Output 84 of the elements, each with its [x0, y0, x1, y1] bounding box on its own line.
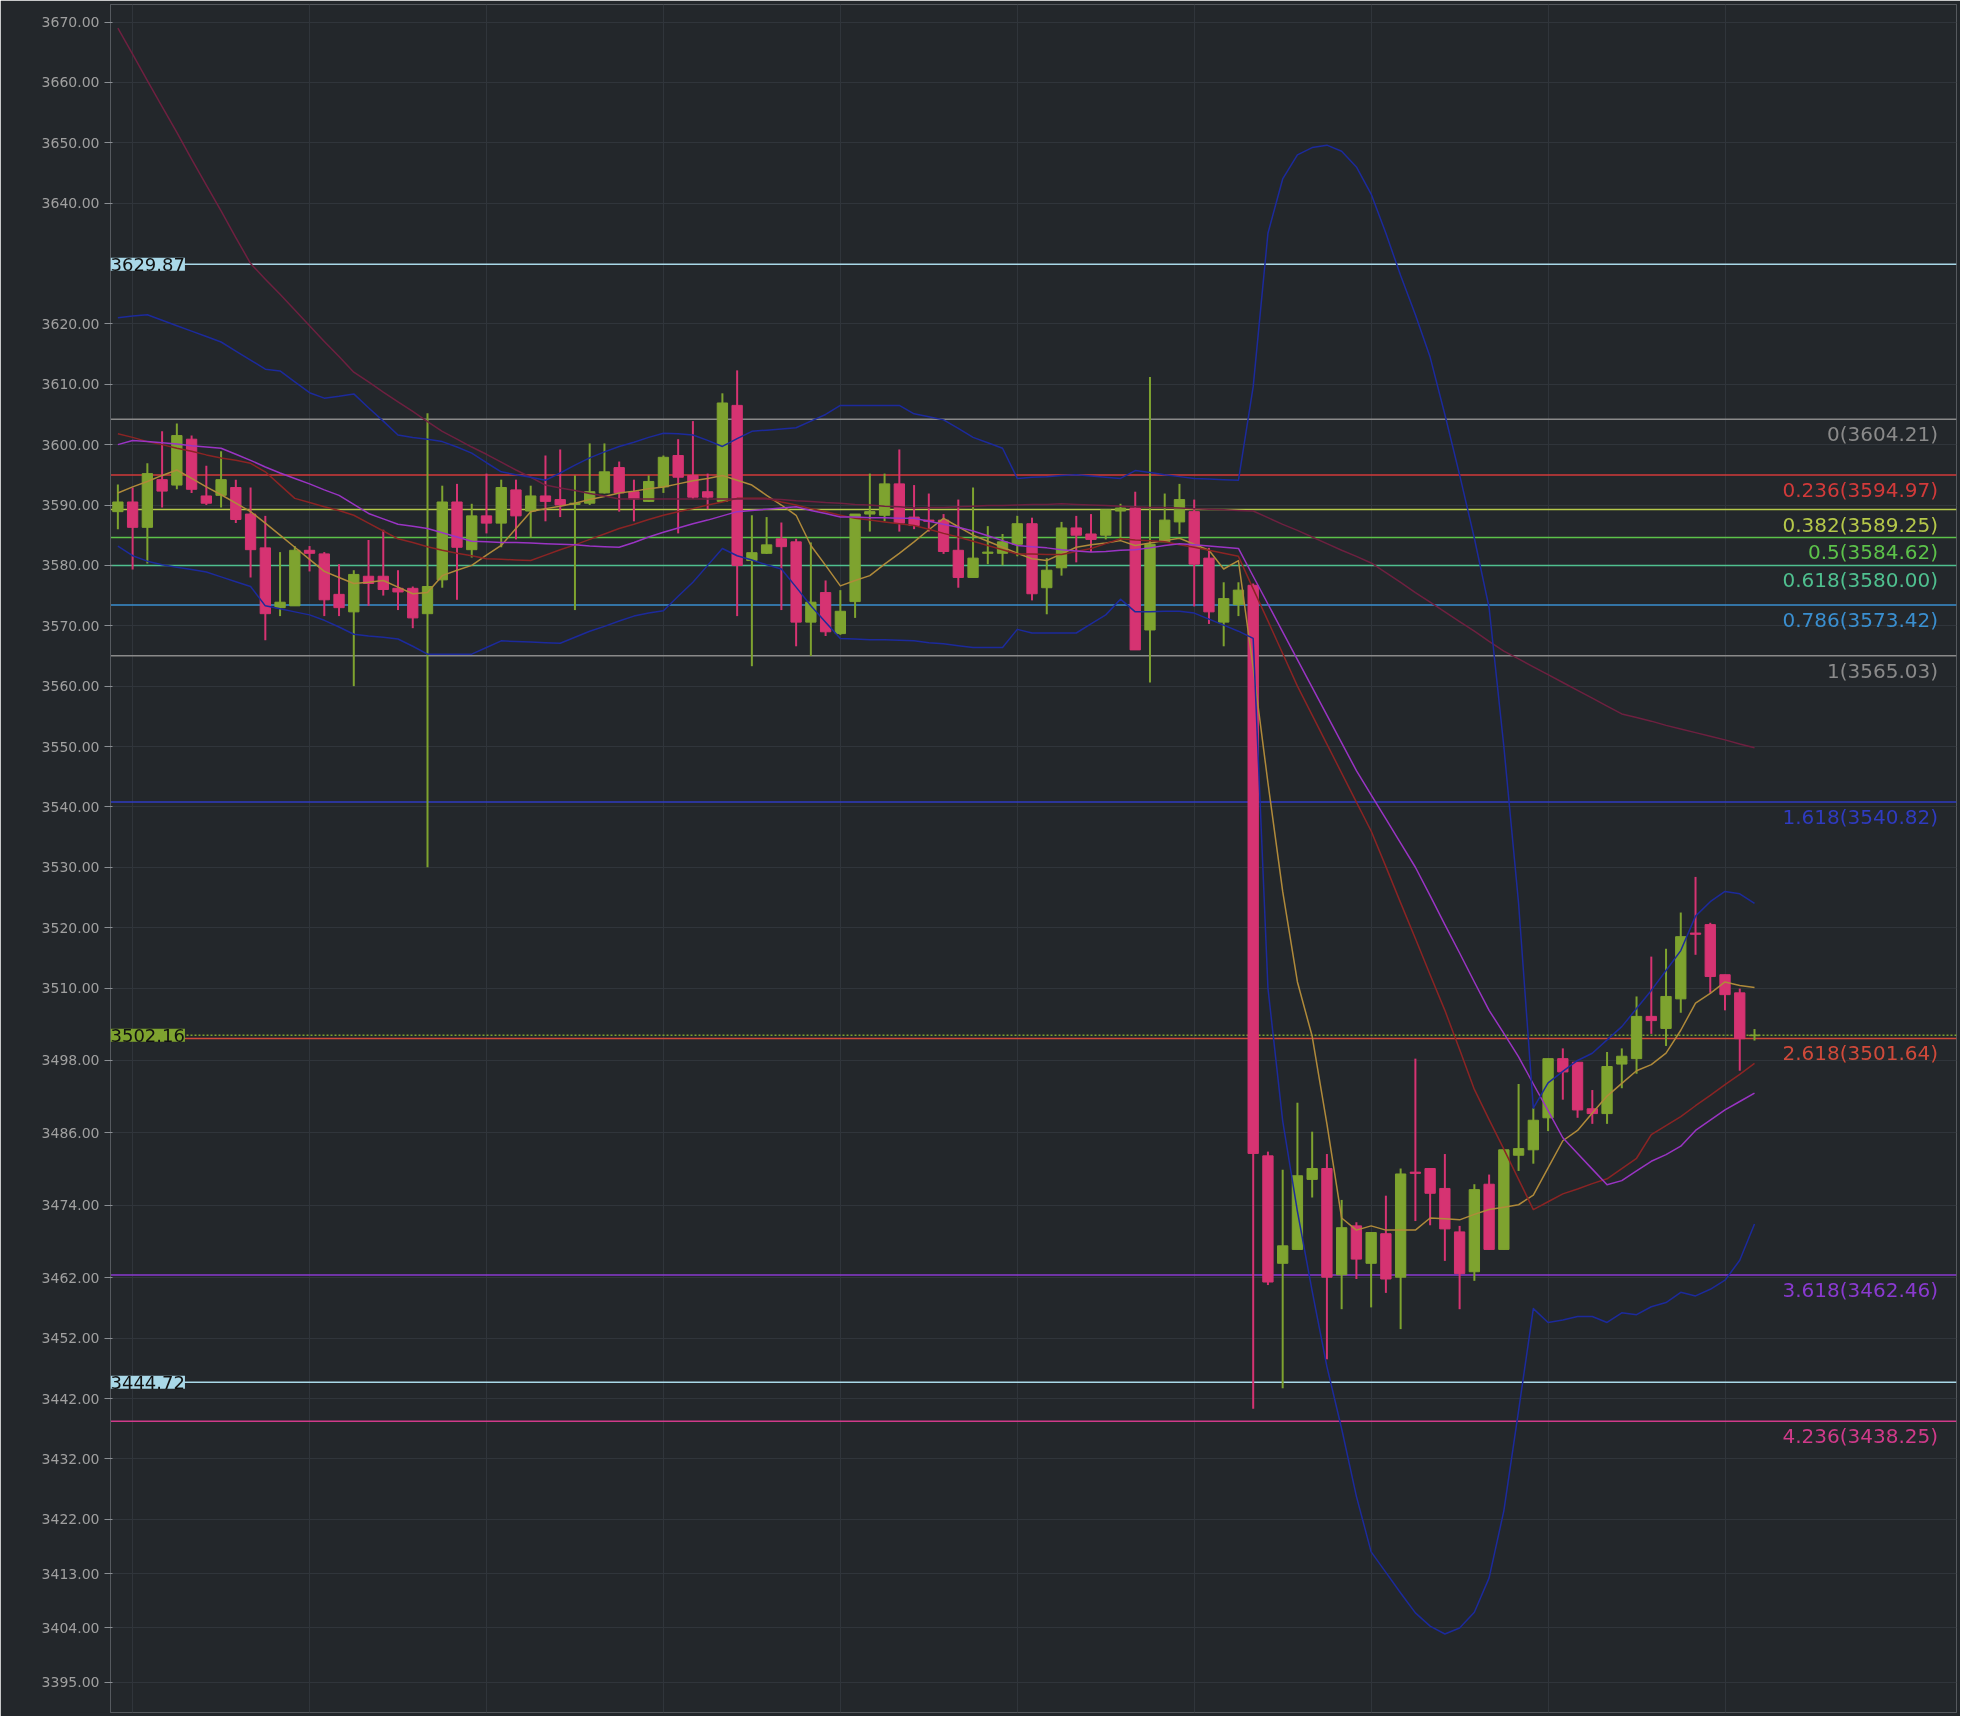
candlestick — [274, 551, 286, 618]
y-tick-label: 3452.00 — [41, 1330, 100, 1347]
candlestick — [805, 541, 817, 657]
y-tick-label: 3422.00 — [41, 1511, 100, 1528]
candlestick — [156, 430, 168, 509]
candlestick — [1719, 973, 1731, 1012]
candlestick — [1041, 557, 1053, 616]
candlestick — [1616, 1047, 1628, 1090]
candlestick — [1218, 581, 1230, 648]
candlestick — [1173, 482, 1186, 535]
candlestick — [525, 484, 537, 539]
candlestick — [1306, 1130, 1318, 1199]
y-tick-label: 3540.00 — [41, 798, 100, 815]
y-tick-label: 3550.00 — [41, 738, 100, 755]
y-tick-label: 3660.00 — [41, 74, 100, 91]
candlestick — [1232, 581, 1245, 618]
candlestick — [982, 525, 994, 566]
y-tick-label: 3462.00 — [41, 1269, 100, 1286]
y-tick-label: 3404.00 — [41, 1619, 100, 1636]
candlestick — [967, 486, 979, 579]
candlestick — [1011, 514, 1023, 558]
ref-line-label: 0.382(3589.25) — [1782, 512, 1939, 537]
candlestick — [1512, 1083, 1525, 1172]
y-tick-label: 3650.00 — [41, 134, 100, 151]
y-tick-label: 3442.00 — [41, 1390, 100, 1407]
y-tick-label: 3530.00 — [41, 859, 100, 876]
candlestick — [554, 448, 566, 519]
candlestick — [539, 454, 552, 523]
ref-line-label: 0.5(3584.62) — [1807, 540, 1939, 565]
candlestick — [1085, 513, 1097, 554]
candlestick — [200, 464, 212, 507]
candlestick — [598, 442, 611, 495]
y-tick-label: 3600.00 — [41, 436, 100, 453]
candlestick — [303, 545, 316, 573]
y-tick-label: 3570.00 — [41, 617, 100, 634]
y-tick-label: 3474.00 — [41, 1197, 100, 1214]
ref-line-label: 1.618(3540.82) — [1782, 804, 1939, 829]
candlestick — [377, 528, 389, 597]
candlestick — [215, 450, 227, 509]
ref-line-label: 1(3565.03) — [1827, 658, 1939, 683]
candlestick — [421, 412, 434, 869]
y-tick-label: 3510.00 — [41, 980, 100, 996]
annotation: 3629.87 — [110, 253, 185, 275]
y-tick-label: 3590.00 — [41, 497, 100, 514]
candlestick — [1557, 1047, 1569, 1101]
candlestick — [1409, 1057, 1422, 1223]
candlestick — [834, 589, 847, 636]
y-tick-label: 3432.00 — [41, 1450, 100, 1467]
ref-line-label: 3.618(3462.46) — [1782, 1278, 1939, 1303]
candlestick — [392, 569, 404, 612]
candlestick — [864, 472, 876, 533]
ref-line-label: 2.618(3501.64) — [1782, 1041, 1939, 1066]
ref-line-label: 0.786(3573.42) — [1782, 608, 1939, 633]
y-tick-label: 3560.00 — [41, 678, 100, 695]
candlestick — [687, 420, 699, 500]
candlestick — [1277, 1168, 1289, 1390]
annotation: 3502.16 — [110, 1024, 185, 1046]
y-tick-label: 3413.00 — [41, 1565, 100, 1582]
y-tick-label: 3520.00 — [41, 919, 100, 936]
candlestick — [1645, 955, 1657, 1035]
candlestick — [775, 521, 788, 612]
y-tick-label: 3498.00 — [41, 1052, 100, 1069]
y-tick-label: 3670.00 — [41, 14, 100, 31]
ref-line-label: 0.618(3580.00) — [1782, 568, 1939, 593]
annotation: 3444.72 — [110, 1371, 185, 1393]
candlestick — [760, 516, 773, 555]
candlestick — [333, 563, 345, 618]
candlestick — [112, 483, 124, 531]
y-tick-label: 3580.00 — [41, 557, 100, 574]
y-tick-label: 3395.00 — [41, 1674, 100, 1691]
candlestick — [701, 472, 714, 511]
y-tick-label: 3640.00 — [41, 195, 100, 212]
y-tick-label: 3620.00 — [41, 315, 100, 332]
y-tick-label: 3610.00 — [41, 376, 100, 393]
candlestick — [1689, 875, 1702, 956]
ref-line-label: 0.236(3594.97) — [1782, 478, 1939, 502]
y-tick-label: 3486.00 — [41, 1124, 100, 1141]
candlestick — [480, 472, 493, 535]
candlestick — [1159, 492, 1171, 543]
candlestick — [746, 514, 758, 668]
ref-line-label: 4.236(3438.25) — [1782, 1424, 1939, 1449]
ref-line-label: 0(3604.21) — [1827, 422, 1939, 447]
candlestick — [672, 438, 684, 535]
candlestick — [1070, 514, 1082, 564]
